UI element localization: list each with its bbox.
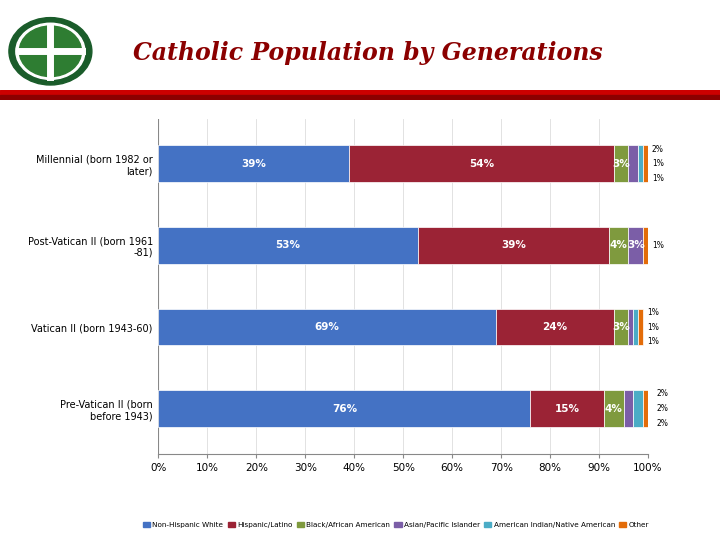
Bar [158,390,531,427]
Bar [638,145,643,182]
Bar [638,309,643,346]
Bar [629,227,643,264]
Text: 69%: 69% [315,322,340,332]
Text: 2%: 2% [657,389,669,399]
Bar [0,94,720,100]
Bar [0,90,720,94]
Legend: Non-Hispanic White, Hispanic/Latino, Black/African American, Asian/Pacific Islan: Non-Hispanic White, Hispanic/Latino, Bla… [140,519,652,531]
Bar [624,390,634,427]
Bar [629,309,634,346]
Bar [634,309,638,346]
Text: 53%: 53% [276,240,301,251]
Bar [158,309,496,346]
Text: 1%: 1% [652,241,664,250]
Bar [349,145,613,182]
Circle shape [16,23,85,79]
Bar [613,309,629,346]
Bar [643,390,653,427]
Text: 1%: 1% [652,174,664,183]
Text: 1%: 1% [647,322,659,332]
Bar [643,227,648,264]
Text: 54%: 54% [469,159,494,168]
Text: 76%: 76% [332,404,357,414]
Text: 3%: 3% [612,159,630,168]
Text: 4%: 4% [610,240,628,251]
Text: 3%: 3% [627,240,644,251]
Text: 2%: 2% [657,419,669,428]
Circle shape [9,18,92,85]
Bar [604,390,624,427]
Bar [531,390,604,427]
Text: 2%: 2% [657,404,669,413]
Text: 3%: 3% [612,322,630,332]
Bar [158,145,349,182]
Text: 2%: 2% [652,145,664,153]
Bar [418,227,609,264]
Text: 1%: 1% [647,308,659,317]
Bar [613,145,629,182]
Text: 39%: 39% [241,159,266,168]
Bar [158,227,418,264]
Text: Catholic Population by Generations: Catholic Population by Generations [133,40,603,65]
Circle shape [19,26,81,77]
Bar [496,309,613,346]
Text: 24%: 24% [542,322,567,332]
Bar [629,145,638,182]
Bar [609,227,629,264]
Bar [643,145,648,182]
Text: 1%: 1% [652,159,664,168]
Text: 39%: 39% [501,240,526,251]
Bar [634,390,643,427]
Text: 1%: 1% [647,337,659,346]
Text: 4%: 4% [605,404,623,414]
Text: 15%: 15% [554,404,580,414]
